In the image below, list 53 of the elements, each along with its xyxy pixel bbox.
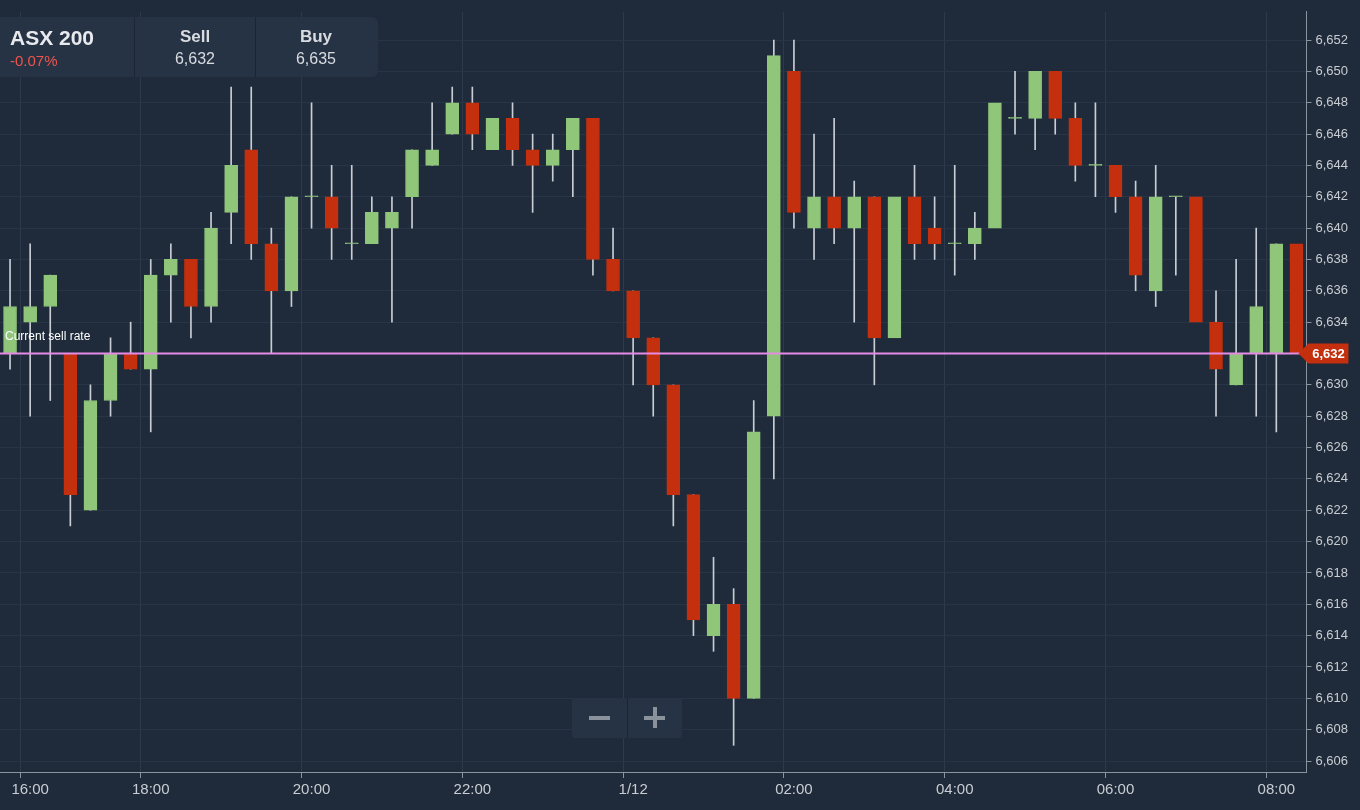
y-tick-label: 6,630	[1315, 376, 1349, 392]
x-tick-label: 02:00	[775, 780, 813, 798]
y-tick-label: 6,610	[1315, 689, 1349, 705]
x-tick-label: 1/12	[618, 780, 648, 798]
y-tick-label: 6,614	[1315, 627, 1349, 643]
y-tick-label: 6,636	[1315, 282, 1349, 298]
annotation: 6,632	[174, 49, 216, 68]
candlestick	[847, 180, 862, 323]
x-tick-label: 04:00	[935, 780, 974, 798]
y-tick-label: 6,612	[1315, 658, 1349, 674]
y-tick-label: 6,606	[1315, 752, 1349, 768]
y-tick-label: 6,608	[1315, 721, 1349, 737]
y-tick-label: 6,652	[1315, 31, 1349, 47]
x-tick-label: 08:00	[1257, 780, 1296, 798]
y-tick-label: 6,642	[1315, 188, 1349, 204]
candlestick	[807, 133, 821, 260]
candlestick	[988, 102, 1002, 229]
x-tick-label: 16:00	[11, 780, 49, 798]
y-tick-label: 6,628	[1315, 407, 1349, 423]
annotation: Sell	[179, 26, 211, 47]
y-tick-label: 6,622	[1315, 501, 1349, 517]
candlestick	[485, 118, 500, 151]
x-tick-label: 22:00	[453, 780, 492, 798]
y-tick-label: 6,644	[1315, 156, 1349, 172]
candlestick	[385, 196, 399, 323]
candlestick	[1168, 195, 1183, 276]
y-tick-label: 6,616	[1315, 595, 1349, 611]
candlestick	[827, 118, 841, 245]
candlestick	[1189, 196, 1203, 323]
y-tick-label: 6,620	[1315, 533, 1349, 549]
y-tick-label: 6,626	[1315, 439, 1349, 455]
candlestick	[164, 243, 178, 323]
x-tick-label: 06:00	[1096, 780, 1135, 798]
text: 6,632	[1312, 346, 1345, 362]
y-tick-label: 6,650	[1315, 62, 1349, 78]
x-tick-label: 20:00	[292, 780, 331, 798]
candlestick	[425, 102, 439, 166]
y-tick-label: 6,646	[1315, 125, 1349, 141]
y-tick-label: 6,638	[1315, 251, 1349, 267]
y-tick-label: 6,634	[1315, 313, 1349, 329]
y-tick-label: 6,618	[1315, 564, 1349, 580]
y-tick-label: 6,624	[1315, 470, 1349, 486]
y-tick-label: 6,648	[1315, 94, 1349, 110]
candlestick	[887, 196, 902, 339]
text: -0.07%	[10, 51, 59, 69]
y-tick-label: 6,640	[1315, 219, 1349, 235]
annotation: 6,635	[295, 49, 337, 68]
x-tick-label: 18:00	[131, 780, 170, 798]
candlestick	[344, 165, 359, 260]
candlestick	[947, 165, 962, 276]
annotation: Buy	[299, 26, 333, 47]
candlestick	[1249, 227, 1264, 417]
text: ASX 200	[10, 25, 96, 50]
